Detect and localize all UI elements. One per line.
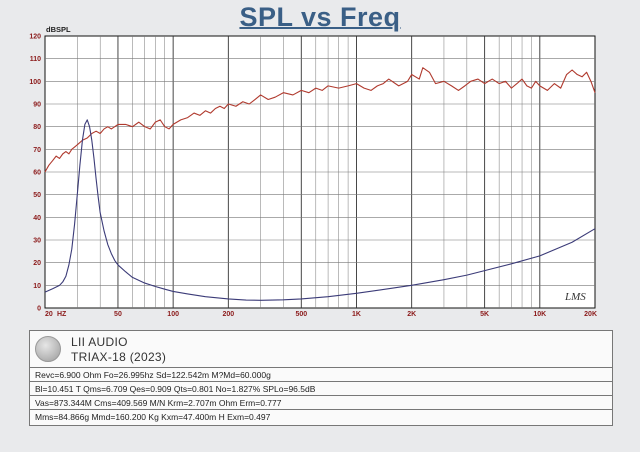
param-row: Mms=84.866g Mmd=160.200 Kg Kxm=47.400m H… [35, 412, 271, 422]
brand-logo-icon [35, 336, 61, 362]
y-tick-label: 50 [33, 192, 41, 199]
y-tick-label: 70 [33, 147, 41, 154]
y-tick-label: 10 [33, 283, 41, 290]
x-unit-label: HZ [57, 311, 67, 318]
spl-chart: 0 10 20 30 40 50 60 70 80 90 100 110 120 20 50 100 200 50… [29, 25, 597, 319]
x-tick-label: 50 [114, 311, 122, 318]
x-tick-label: 1K [352, 311, 361, 318]
y-tick-label: 90 [33, 102, 41, 109]
x-tick-label: 20K [584, 311, 597, 318]
y-axis-label: dBSPL [46, 25, 71, 34]
y-tick-label: 20 [33, 260, 41, 267]
tick-layer: 0 10 20 30 40 50 60 70 80 90 100 110 120 20 50 100 200 50… [29, 34, 597, 319]
brand-row: LII AUDIO TRIAX-18 (2023) [30, 331, 612, 368]
x-tick-label: 20 [45, 311, 53, 318]
series-layer [44, 67, 596, 301]
model-name: TRIAX-18 (2023) [71, 350, 167, 364]
y-tick-label: 60 [33, 170, 41, 177]
y-tick-label: 0 [37, 306, 41, 313]
lms-watermark: LMS [564, 291, 586, 303]
x-tick-label: 2K [407, 311, 416, 318]
y-tick-label: 40 [33, 215, 41, 222]
param-row: Vas=873.344M Cms=409.569 M/N Krm=2.707m … [30, 396, 612, 410]
brand-name: LII AUDIO [71, 335, 128, 349]
chart-title: SPL vs Freq [239, 2, 401, 32]
y-tick-label: 80 [33, 124, 41, 131]
param-row: Revc=6.900 Ohm Fo=26.995hz Sd=122.542m M… [30, 368, 612, 382]
series-line-1 [44, 67, 596, 173]
y-tick-label: 30 [33, 238, 41, 245]
x-tick-label: 500 [295, 311, 307, 318]
grid-layer [45, 36, 595, 308]
x-tick-label: 5K [480, 311, 489, 318]
info-panel: LII AUDIO TRIAX-18 (2023) Revc=6.900 Ohm… [29, 330, 613, 426]
x-tick-label: 200 [222, 311, 234, 318]
y-tick-label: 120 [29, 34, 41, 41]
y-tick-label: 100 [29, 79, 41, 86]
x-tick-label: 10K [533, 311, 546, 318]
param-row: Bl=10.451 T Qms=6.709 Qes=0.909 Qts=0.80… [30, 382, 612, 396]
y-tick-label: 110 [30, 56, 41, 63]
series-line-2 [44, 119, 596, 301]
x-tick-label: 100 [167, 311, 179, 318]
